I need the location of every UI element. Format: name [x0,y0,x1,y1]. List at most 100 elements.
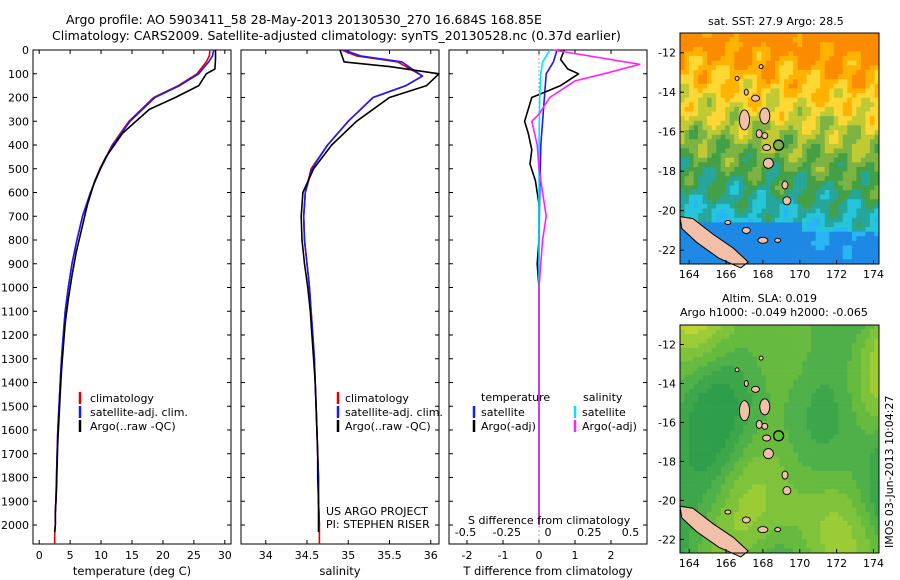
map-cell [720,74,726,80]
map-cell [779,37,785,43]
map-cell [847,106,853,112]
map-cell [734,461,740,467]
map-cell [765,259,771,265]
map-cell [707,493,712,499]
map-cell [788,74,794,80]
map-cell [815,60,821,66]
map-cell [756,543,762,549]
map-cell [734,227,740,232]
map-cell [693,102,699,108]
map-cell [738,370,744,376]
map-cell [842,245,848,251]
map-cell [774,162,780,168]
map-cell [707,425,712,431]
map-cell [811,227,816,232]
map-cell [680,502,685,508]
map-cell [747,443,753,449]
map-cell [756,498,762,504]
map-cell [865,356,871,362]
map-cell [734,489,740,495]
map-cell [698,480,703,485]
map-cell [680,493,685,499]
map-cell [729,334,735,339]
map-cell [720,448,726,453]
map-cell [869,116,875,122]
map-cell [779,356,785,362]
map-cell [765,352,771,358]
map-cell [788,42,794,48]
map-cell [752,259,758,265]
map-cell [765,470,771,476]
map-cell [869,194,875,200]
map-cell [689,379,694,385]
map-cell [824,79,830,85]
map-cell [829,148,835,154]
map-cell [693,407,699,412]
map-cell [874,130,880,135]
map-cell [869,240,875,246]
map-cell [765,134,771,140]
map-cell [747,139,753,145]
map-cell [856,361,862,367]
map-cell [716,329,721,335]
map-cell [851,33,857,38]
map-cell [716,217,721,223]
map-cell [765,106,771,112]
map-cell [842,125,848,131]
map-cell [820,429,826,435]
map-cell [865,42,871,48]
map-cell [725,46,731,52]
map-cell [680,439,685,444]
y-tick-label: 1000 [1,282,29,295]
map-cell [833,88,839,94]
map-cell [761,203,767,209]
map-cell [833,143,839,149]
map-cell [684,88,690,94]
island [781,180,789,190]
map-cell [802,83,807,89]
map-cell [680,347,685,353]
map-cell [793,153,798,159]
map-cell [711,194,717,200]
map-cell [860,236,866,242]
map-cell [734,530,740,536]
map-cell [725,148,731,154]
map-cell [738,334,744,339]
map-cell [729,375,735,381]
map-cell [698,148,703,154]
map-cell [765,356,771,362]
map-cell [833,176,839,182]
map-cell [860,502,866,508]
map-cell [788,254,794,260]
x-tick-label: 5 [67,549,74,562]
map-cell [761,543,767,549]
map-cell [802,116,807,122]
map-cell [811,130,816,135]
map-cell [856,384,862,390]
map-cell [865,102,871,108]
map-cell [725,325,731,330]
map-cell [693,51,699,57]
map-x-tick-label: 174 [863,268,884,281]
map-cell [829,79,835,85]
map-cell [689,539,694,545]
map-cell [761,250,767,256]
map-cell [743,543,749,549]
map-cell [797,60,803,66]
map-cell [738,343,744,349]
map-cell [829,402,835,408]
map-cell [815,370,821,376]
map-cell [820,334,826,339]
map-cell [847,213,853,219]
map-cell [707,461,712,467]
map-cell [829,106,835,112]
map-cell [820,507,826,513]
map-cell [747,466,753,472]
map-cell [720,416,726,422]
map-cell [747,130,753,135]
map-cell [833,148,839,154]
series-line [538,49,558,525]
map-cell [702,393,708,399]
map-cell [711,157,717,163]
map-cell [725,37,731,43]
